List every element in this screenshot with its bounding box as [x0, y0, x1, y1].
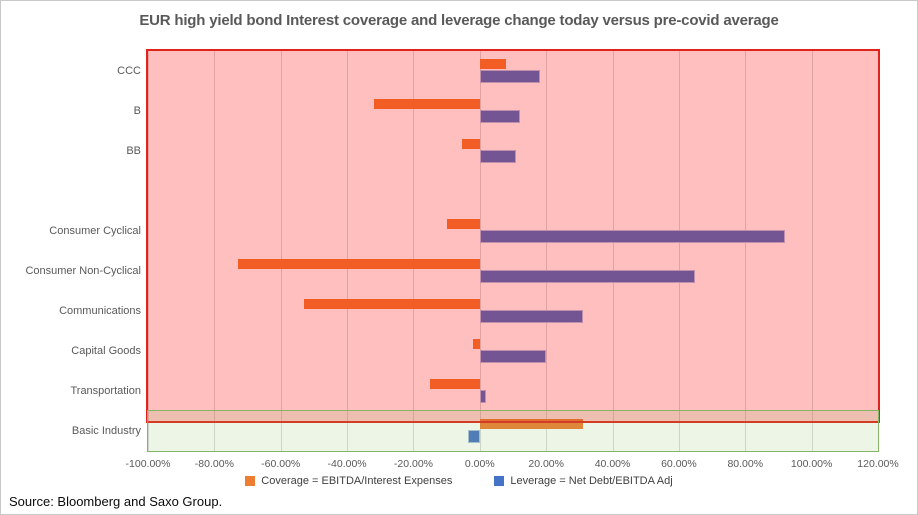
- category-label: BB: [126, 145, 141, 157]
- bar-coverage: [373, 99, 480, 109]
- source-note: Source: Bloomberg and Saxo Group.: [9, 494, 223, 509]
- category-label: CCC: [117, 65, 141, 77]
- bar-leverage: [479, 310, 583, 323]
- category-label: B: [133, 105, 141, 117]
- x-axis-tick-label: 80.00%: [727, 458, 764, 470]
- chart-title: EUR high yield bond Interest coverage an…: [139, 12, 779, 29]
- bar-leverage: [479, 270, 696, 283]
- x-axis-tick-label: -40.00%: [327, 458, 367, 470]
- category-label: Transportation: [70, 385, 141, 397]
- gridline: [546, 51, 548, 451]
- legend-label: Leverage = Net Debt/EBITDA Adj: [510, 475, 673, 487]
- bar-leverage: [479, 150, 517, 163]
- legend-item: Coverage = EBITDA/Interest Expenses: [245, 475, 452, 487]
- legend-item: Leverage = Net Debt/EBITDA Adj: [494, 475, 673, 487]
- gridline: [745, 51, 747, 451]
- gridline: [347, 51, 349, 451]
- gridline: [678, 51, 680, 451]
- bar-leverage: [479, 230, 786, 243]
- bar-coverage: [303, 299, 480, 309]
- bar-coverage: [461, 139, 480, 149]
- bar-coverage: [479, 419, 583, 429]
- gridline: [214, 51, 216, 451]
- category-label: Basic Industry: [71, 425, 141, 437]
- bar-coverage: [479, 59, 507, 69]
- gridline: [413, 51, 415, 451]
- x-axis-tick-label: 0.00%: [464, 458, 495, 470]
- gridline: [148, 51, 149, 451]
- x-axis-tick-label: -60.00%: [261, 458, 301, 470]
- x-axis-tick-label: -80.00%: [194, 458, 234, 470]
- gridline: [612, 51, 614, 451]
- x-axis-tick-label: 40.00%: [594, 458, 631, 470]
- category-label: Communications: [59, 305, 141, 317]
- gridline: [811, 51, 813, 451]
- gridline: [479, 51, 481, 451]
- bar-coverage: [446, 219, 480, 229]
- legend: Coverage = EBITDA/Interest Expenses Lever…: [1, 475, 917, 487]
- x-axis-tick-label: 60.00%: [661, 458, 697, 470]
- gridline: [878, 51, 879, 451]
- legend-swatch-icon: [245, 476, 256, 486]
- x-axis-tick-label: 120.00%: [857, 458, 899, 470]
- legend-swatch-icon: [494, 476, 505, 486]
- category-label: Consumer Cyclical: [49, 225, 141, 237]
- x-axis-tick-label: 20.00%: [528, 458, 564, 470]
- category-label: Capital Goods: [71, 345, 141, 357]
- x-axis-tick-label: 100.00%: [790, 458, 833, 470]
- gridline: [280, 51, 282, 451]
- x-axis-tick-label: -100.00%: [125, 458, 171, 470]
- improving-zone: [147, 410, 879, 452]
- bar-coverage: [473, 339, 480, 349]
- bar-leverage: [468, 430, 480, 443]
- bar-leverage: [479, 390, 487, 403]
- category-label: Consumer Non-Cyclical: [25, 265, 141, 277]
- legend-label: Coverage = EBITDA/Interest Expenses: [261, 475, 453, 487]
- bar-coverage: [430, 379, 480, 389]
- bar-leverage: [479, 70, 540, 83]
- x-axis-tick-label: -20.00%: [393, 458, 433, 470]
- bar-coverage: [237, 259, 480, 269]
- bar-leverage: [479, 350, 547, 363]
- bar-leverage: [479, 110, 520, 123]
